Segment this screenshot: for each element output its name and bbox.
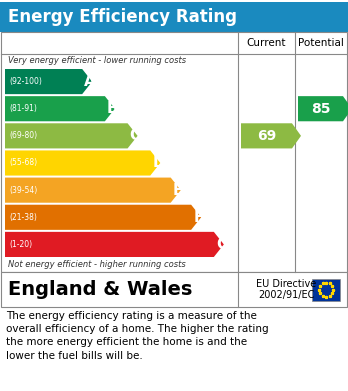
Text: G: G (216, 237, 228, 252)
Text: C: C (129, 128, 141, 143)
Text: 69: 69 (257, 129, 276, 143)
Text: 85: 85 (311, 102, 330, 116)
Text: Very energy efficient - lower running costs: Very energy efficient - lower running co… (8, 56, 186, 65)
Polygon shape (5, 178, 181, 203)
Polygon shape (5, 96, 115, 121)
Polygon shape (5, 69, 92, 94)
Polygon shape (5, 151, 160, 176)
Text: England & Wales: England & Wales (8, 280, 192, 299)
Text: Not energy efficient - higher running costs: Not energy efficient - higher running co… (8, 260, 186, 269)
Text: (39-54): (39-54) (9, 186, 37, 195)
Text: E: E (173, 183, 183, 197)
Text: (69-80): (69-80) (9, 131, 37, 140)
Text: The energy efficiency rating is a measure of the
overall efficiency of a home. T: The energy efficiency rating is a measur… (6, 311, 269, 361)
Text: Current: Current (247, 38, 286, 48)
Text: B: B (107, 101, 119, 116)
Text: (92-100): (92-100) (9, 77, 42, 86)
Polygon shape (5, 205, 201, 230)
Text: F: F (193, 210, 204, 225)
Bar (312, 278, 340, 301)
Bar (1, 272, 347, 307)
Text: EU Directive
2002/91/EC: EU Directive 2002/91/EC (256, 279, 316, 300)
Text: Energy Efficiency Rating: Energy Efficiency Rating (8, 8, 237, 26)
Text: (21-38): (21-38) (9, 213, 37, 222)
Polygon shape (298, 96, 348, 121)
Text: Potential: Potential (298, 38, 344, 48)
Bar (0, 2, 348, 32)
Text: (55-68): (55-68) (9, 158, 37, 167)
Text: (81-91): (81-91) (9, 104, 37, 113)
Text: (1-20): (1-20) (9, 240, 32, 249)
Polygon shape (5, 123, 137, 149)
Polygon shape (241, 123, 301, 149)
Bar (1, 32, 347, 272)
Polygon shape (5, 232, 224, 257)
Text: A: A (84, 74, 96, 89)
Text: D: D (152, 156, 165, 170)
